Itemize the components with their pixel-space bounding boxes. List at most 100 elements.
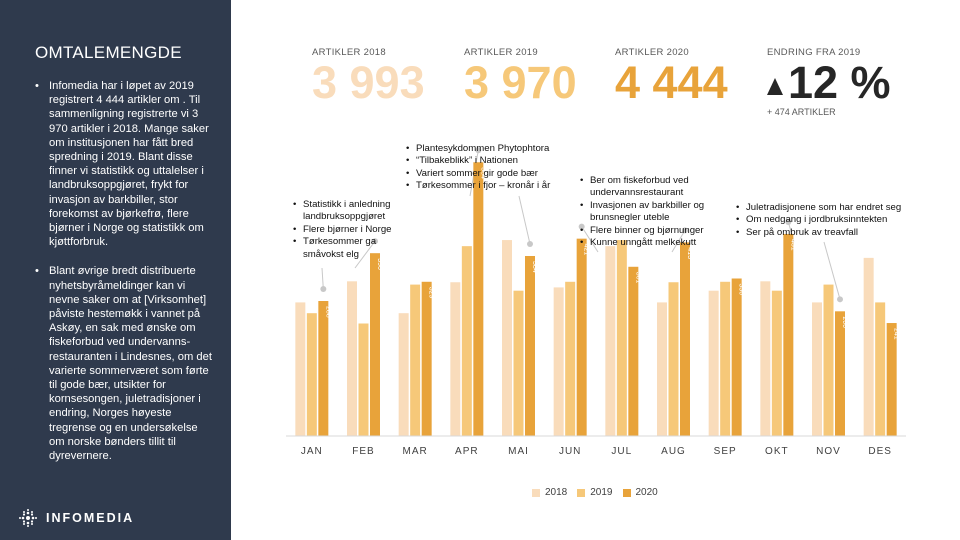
stat-label: ENDRING FRA 2019 [767,47,861,58]
stat-sub: + 474 ARTIKLER [767,107,836,117]
data-label: 241 [893,328,900,340]
bar-2020-mai [525,256,535,436]
bar-2020-jan [318,301,329,436]
stat-value: 12 % [788,57,891,108]
bar-2020-apr [473,162,484,436]
callout-line [518,195,531,245]
data-label: 329 [428,287,435,299]
bar-2018-mar [398,313,409,436]
bar-2018-okt [760,281,771,436]
stat-2020: ARTIKLER 2020 4 444 [615,47,728,106]
data-label: 336 [738,284,745,296]
callout-line [823,241,841,300]
sidebar-bullet: Blant øvrige bredt distribuerte nyhetsby… [35,264,213,463]
bar-2019-feb [358,323,369,436]
annotation-okt: Juletradisjonene som har endret seg Om n… [736,202,911,240]
bar-2018-mai [502,240,512,436]
annotation-item: Variert sommer gir gode bær [406,168,576,181]
x-tick-label: JAN [301,446,323,457]
bar-2018-nov [812,302,822,436]
stat-label: ARTIKLER 2019 [464,47,538,58]
sidebar: OMTALEMENGDE Infomedia har i løpet av 20… [0,0,231,540]
bar-2018-jul [605,246,616,436]
logo-text: INFOMEDIA [46,511,135,525]
data-label: 288 [324,306,331,318]
stat-2018: ARTIKLER 2018 3 993 [312,47,425,106]
bar-2020-jul [628,266,639,436]
bar-2018-jun [553,287,564,436]
bar-2020-okt [783,233,794,436]
bar-2020-jun [576,238,587,436]
x-tick-label: JUN [559,446,581,457]
legend-label: 2018 [545,487,568,498]
infomedia-dot-icon [19,509,37,527]
data-label: 413 [686,247,693,259]
annotation-item: Statistikk i anledning landbruksoppgjøre… [293,199,418,224]
x-tick-label: NOV [816,446,841,457]
annotation-item: Juletradisjonene som har endret seg [736,202,911,215]
bar-2020-des [886,323,897,436]
legend-item: 2019 [577,487,613,498]
bar-2018-des [863,257,874,436]
stat-value: 3 970 [464,57,577,108]
stat-2019: ARTIKLER 2019 3 970 [464,47,577,106]
bar-2020-feb [370,253,380,436]
annotation-item: Invasjonen av barkbiller og brunsnegler … [580,200,730,225]
annotation-jan: Statistikk i anledning landbruksoppgjøre… [293,199,418,261]
data-label: 390 [376,258,383,270]
annotation-item: Kunne unngått melkekutt [580,237,730,250]
bars [295,162,897,436]
x-tick-label: APR [455,446,479,457]
data-label: 361 [634,272,641,284]
annotation-apr: Plantesykdommen Phytophtora “Tilbakeblik… [406,143,576,193]
stat-value: 4 444 [615,57,728,108]
legend-swatch [532,488,540,497]
bar-2019-sep [720,281,731,436]
data-label: 431 [789,239,796,251]
sidebar-bullet: Infomedia har i løpet av 2019 registrert… [35,79,213,249]
bar-2018-jan [295,302,306,436]
annotation-item: Ber om fiskeforbud ved undervannsrestaur… [580,175,730,200]
data-label: 266 [841,316,848,328]
annotation-jun: Ber om fiskeforbud ved undervannsrestaur… [580,175,730,250]
callout-line [321,267,324,290]
legend-label: 2020 [635,487,658,498]
bar-2019-aug [668,282,679,436]
stat-label: ARTIKLER 2018 [312,47,386,58]
bar-2018-feb [347,281,357,436]
x-tick-label: JUL [611,446,632,457]
x-tick-label: OKT [765,446,789,457]
bar-2020-nov [835,311,845,436]
legend-item: 2020 [622,487,658,498]
x-tick-label: SEP [714,446,737,457]
annotation-item: Ser på ombruk av treavfall [736,227,911,240]
x-tick-label: DES [868,446,892,457]
bar-2020-aug [680,242,690,436]
x-axis-labels: JAN FEB MAR APR MAI JUN JUL AUG SEP OKT NOV DES [301,446,892,457]
stat-label: ARTIKLER 2020 [615,47,689,58]
x-tick-label: MAR [403,446,428,457]
legend-swatch [622,488,631,497]
bar-2020-mar [421,281,432,436]
bar-2019-jun [565,281,576,436]
annotation-item: “Tilbakeblikk” i Nationen [406,155,576,168]
x-tick-label: MAI [508,446,529,457]
x-tick-label: AUG [661,446,686,457]
callout-dot [320,286,327,292]
annotation-item: Tørkesommer i fjor – kronår i år [406,180,576,193]
up-triangle-icon [767,77,783,95]
stat-change: ENDRING FRA 2019 12 % + 474 ARTIKLER [767,47,891,117]
bar-2018-aug [657,302,667,436]
bar-2019-jan [306,313,317,436]
annotation-item: Tørkesommer ga småvokst elg [293,236,418,261]
sidebar-title: OMTALEMENGDE [35,43,182,62]
bar-2019-nov [823,284,834,436]
bar-2019-des [875,302,886,436]
bar-2019-mar [410,284,421,436]
callout-dot [527,241,533,247]
data-label: 384 [531,261,538,273]
bar-2019-okt [771,290,782,436]
annotation-item: Om nedgang i jordbruksinntekten [736,214,911,227]
bar-2019-apr [461,246,472,436]
